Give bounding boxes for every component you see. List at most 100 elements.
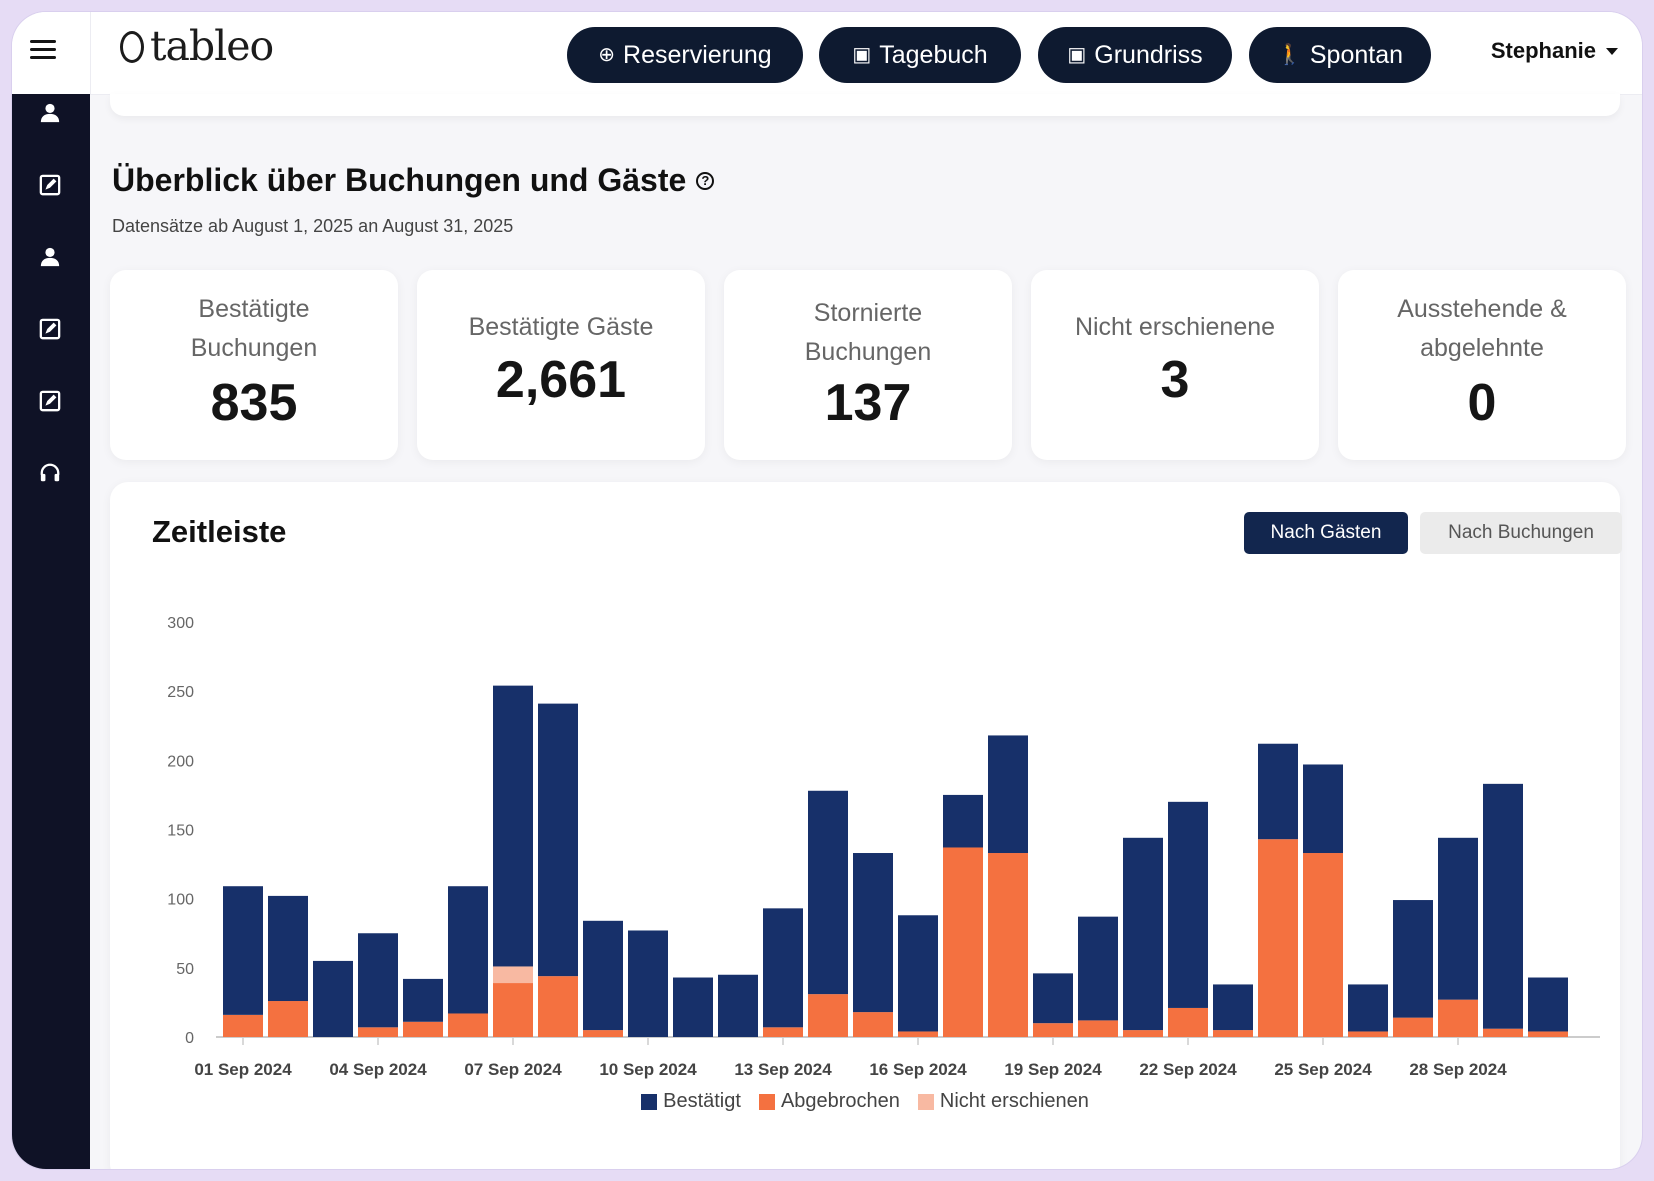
- reservation-button-label: Reservierung: [623, 40, 772, 69]
- legend-item-no-show[interactable]: Nicht erschienen: [917, 1090, 1089, 1113]
- walkin-button[interactable]: 🚶 Spontan: [1249, 27, 1431, 83]
- bar-segment: [943, 794, 983, 848]
- overview-title: Überblick über Buchungen und Gäste ?: [112, 162, 715, 199]
- by-guests-toggle[interactable]: Nach Gästen: [1244, 512, 1408, 554]
- x-tick-label: 16 Sep 2024: [869, 1060, 967, 1079]
- bar-segment: [358, 1027, 398, 1037]
- sidebar-item-users[interactable]: [39, 246, 61, 268]
- stat-label-line: Nicht erschienene: [1074, 313, 1276, 341]
- bar-segment: [1438, 837, 1478, 1000]
- user-menu[interactable]: Stephanie: [1491, 38, 1618, 64]
- y-tick-label: 50: [176, 961, 194, 978]
- stat-card-no-shows: Nicht erschienene 3: [1031, 270, 1319, 460]
- hamburger-menu-icon[interactable]: [30, 40, 56, 60]
- bar-segment: [1078, 916, 1118, 1021]
- stat-label: Bestätigte Buchungen: [110, 290, 398, 368]
- headset-icon: [40, 463, 60, 482]
- bar-segment: [1168, 801, 1208, 1008]
- floorplan-button[interactable]: ▣ Grundriss: [1038, 27, 1232, 83]
- legend-label: Bestätigt: [663, 1090, 741, 1112]
- bar-segment: [808, 790, 848, 995]
- stat-label-line: Stornierte: [813, 299, 923, 327]
- sidebar-item-edit-1[interactable]: [39, 174, 61, 196]
- stat-label: Nicht erschienene: [1031, 308, 1319, 347]
- stat-label: Bestätigte Gäste: [417, 308, 705, 347]
- x-tick-label: 13 Sep 2024: [734, 1060, 832, 1079]
- caret-down-icon: [1606, 47, 1618, 55]
- x-tick-label: 28 Sep 2024: [1409, 1060, 1507, 1079]
- legend-item-confirmed[interactable]: Bestätigt: [641, 1090, 741, 1113]
- y-tick-label: 300: [167, 615, 194, 632]
- timeline-chart: 0 50 100 150 200 250 300 01 Sep 2024 04 Sep 2024…: [167, 615, 1600, 1079]
- sidebar-item-edit-2[interactable]: [39, 318, 61, 340]
- help-icon[interactable]: ?: [696, 171, 715, 190]
- by-bookings-toggle[interactable]: Nach Buchungen: [1420, 512, 1622, 554]
- y-tick-label: 150: [167, 823, 194, 840]
- stat-card-pending-rejected: Ausstehende & abgelehnte 0: [1338, 270, 1626, 460]
- bar-segment: [1168, 1007, 1208, 1037]
- bar-segment: [1348, 984, 1388, 1032]
- bar-segment: [448, 886, 488, 1014]
- stat-label-line: Bestätigte: [198, 295, 310, 323]
- sidebar-item-guests[interactable]: [39, 102, 61, 124]
- x-tick-label: 10 Sep 2024: [599, 1060, 697, 1079]
- x-tick-label: 19 Sep 2024: [1004, 1060, 1102, 1079]
- walking-icon: 🚶: [1276, 44, 1302, 66]
- logo-text: tableo: [150, 22, 274, 70]
- bar-segment: [1258, 743, 1298, 840]
- x-tick-label: 25 Sep 2024: [1274, 1060, 1372, 1079]
- stat-label-line: Bestätigte Gäste: [468, 313, 654, 341]
- bar-segment: [223, 886, 263, 1015]
- legend-label: Nicht erschienen: [939, 1090, 1089, 1112]
- bar-segment: [583, 920, 623, 1031]
- bar-segment: [223, 1014, 263, 1037]
- stat-value: 3: [1160, 351, 1190, 409]
- diary-button[interactable]: ▣ Tagebuch: [819, 27, 1021, 83]
- bar-segment: [1483, 1028, 1523, 1037]
- stat-label: Stornierte Buchungen: [724, 294, 1012, 372]
- bar-segment: [628, 930, 668, 1037]
- chart-legend: Bestätigt Abgebrochen Nicht erschienen: [110, 1090, 1620, 1113]
- bar-segment: [853, 1012, 893, 1037]
- timeline-card: Zeitleiste Nach Gästen Nach Buchungen 0 5…: [110, 482, 1622, 1169]
- walkin-button-label: Spontan: [1309, 40, 1404, 69]
- reservation-button[interactable]: ⊕ Reservierung: [567, 27, 803, 83]
- stat-value: 2,661: [495, 351, 627, 409]
- bar-segment: [313, 960, 353, 1037]
- bar-segment: [268, 1001, 308, 1037]
- bar-segment: [1078, 1020, 1118, 1037]
- legend-swatch: [917, 1093, 934, 1110]
- sidebar-item-edit-3[interactable]: [39, 390, 61, 412]
- bar-segment: [403, 978, 443, 1022]
- top-panel-edge: [110, 94, 1620, 116]
- menu-box: [12, 12, 91, 94]
- y-tick-label: 200: [167, 753, 194, 770]
- stat-label: Ausstehende & abgelehnte: [1338, 290, 1626, 368]
- bar-segment: [988, 853, 1028, 1037]
- bar-segment: [493, 983, 533, 1037]
- bar-segment: [538, 703, 578, 977]
- bar-segment: [808, 994, 848, 1037]
- date-range-subtitle: Datensätze ab August 1, 2025 an August 3…: [112, 216, 514, 236]
- stat-label-line: Buchungen: [804, 338, 932, 366]
- bar-segment: [493, 966, 533, 984]
- legend-swatch: [641, 1093, 658, 1110]
- user-icon: [40, 247, 60, 267]
- diary-button-label: Tagebuch: [879, 40, 988, 69]
- bar-segment: [1123, 837, 1163, 1031]
- bar-segment: [853, 853, 893, 1013]
- logo[interactable]: tableo: [120, 22, 274, 70]
- bar-segment: [1528, 1031, 1568, 1037]
- stat-card-confirmed-bookings: Bestätigte Buchungen 835: [110, 270, 398, 460]
- bar-segment: [1213, 1030, 1253, 1037]
- stat-label-line: Ausstehende &: [1397, 295, 1567, 323]
- timeline-title: Zeitleiste: [152, 514, 287, 549]
- edit-icon: [39, 174, 61, 196]
- app-window: tableo ⊕ Reservierung ▣ Tagebuch ▣ Grund…: [12, 12, 1642, 1169]
- bar-segment: [448, 1013, 488, 1037]
- legend-item-cancelled[interactable]: Abgebrochen: [758, 1090, 900, 1113]
- bar-segment: [1483, 783, 1523, 1029]
- sidebar-item-support[interactable]: [39, 462, 61, 484]
- y-tick-label: 0: [185, 1030, 194, 1047]
- user-icon: [40, 103, 60, 123]
